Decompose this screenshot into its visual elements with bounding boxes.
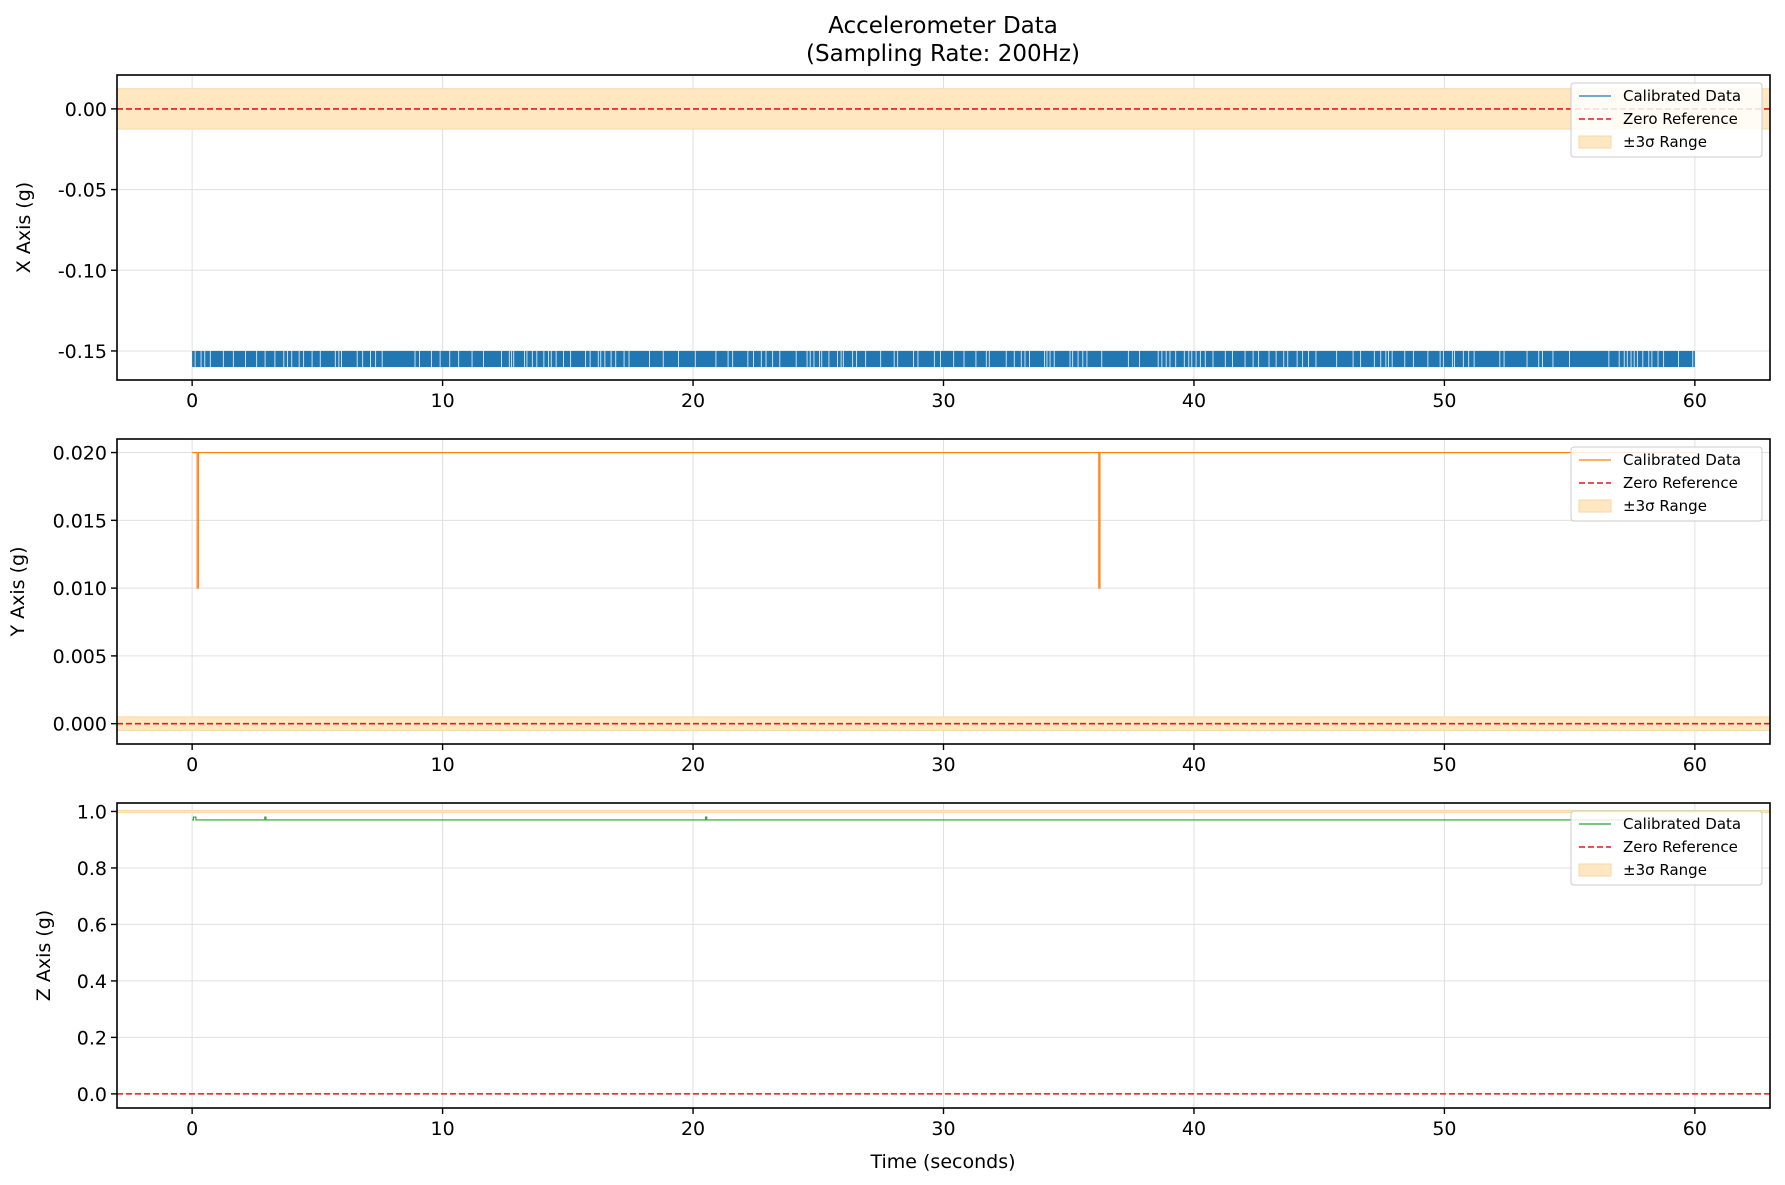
legend: Calibrated Data Zero Reference ±3σ Range [1570,810,1763,886]
y-tick-label: 0.010 [53,578,107,600]
legend-label: Zero Reference [1623,474,1738,492]
x-tick-label: 50 [1432,390,1456,412]
y-axis-panel: 0 10 20 30 40 50 60 0.000 0.005 0.010 0.015 0.020 Y … [7,438,1771,776]
legend: Calibrated Data Zero Reference ±3σ Range [1570,446,1763,522]
legend-band-swatch [1578,863,1612,877]
legend: Calibrated Data Zero Reference ±3σ Range [1570,82,1763,158]
calibrated-data-series [192,816,1695,821]
x-tick-label: 0 [186,754,198,776]
y-tick-label: 0.015 [53,510,107,532]
chart-title: Accelerometer Data [828,13,1058,39]
x-tick-label: 20 [681,754,705,776]
y-tick-label: 0.005 [53,646,107,668]
z-axis-panel: 0 10 20 30 40 50 60 0.0 0.2 0.4 0.6 0.8 1.0 Z Axis (g… [33,801,1771,1140]
x-tick-label: 0 [186,390,198,412]
legend-box [1570,810,1763,886]
y-tick-label: 0.0 [77,1084,107,1106]
legend-box [1570,82,1763,158]
calibrated-data-series [192,350,1695,368]
x-tick-label: 40 [1182,390,1206,412]
legend-label: Calibrated Data [1623,451,1741,469]
legend-label: ±3σ Range [1623,861,1707,879]
y-axis-label: Z Axis (g) [33,910,55,1001]
chart-subtitle: (Sampling Rate: 200Hz) [806,41,1080,67]
x-tick-label: 10 [430,1118,454,1140]
x-tick-label: 60 [1683,390,1707,412]
x-tick-label: 60 [1683,1118,1707,1140]
sigma-range-band [117,809,1770,813]
legend-label: Zero Reference [1623,110,1738,128]
legend-label: ±3σ Range [1623,133,1707,151]
plot-area [117,452,1770,731]
y-tick-label: 0.2 [77,1027,107,1049]
legend-label: Calibrated Data [1623,815,1741,833]
x-tick-label: 50 [1432,754,1456,776]
y-tick-label: 1.0 [77,801,107,823]
sigma-range-band [117,716,1770,731]
y-axis-label: Y Axis (g) [7,547,29,638]
x-tick-label: 40 [1182,1118,1206,1140]
legend-label: ±3σ Range [1623,497,1707,515]
y-tick-label: -0.05 [58,180,107,202]
x-tick-label: 10 [430,754,454,776]
y-tick-label: 0.000 [53,714,107,736]
legend-band-swatch [1578,135,1612,149]
legend-band-swatch [1578,499,1612,513]
x-axis-panel: 0 10 20 30 40 50 60 0.00 -0.05 -0.10 -0.15 X Axis (… [13,74,1771,412]
plot-area [117,88,1770,368]
x-tick-label: 0 [186,1118,198,1140]
y-tick-label: -0.10 [58,260,107,282]
y-tick-label: 0.4 [77,971,107,993]
y-tick-label: 0.6 [77,914,107,936]
x-tick-label: 30 [931,754,955,776]
calibrated-data-texture [194,350,1694,368]
x-tick-label: 20 [681,1118,705,1140]
x-tick-label: 50 [1432,1118,1456,1140]
x-tick-label: 60 [1683,754,1707,776]
y-tick-label: 0.020 [53,443,107,465]
x-tick-label: 30 [931,1118,955,1140]
legend-label: Zero Reference [1623,838,1738,856]
calibrated-data-series [192,452,1695,589]
y-tick-label: -0.15 [58,341,107,363]
y-tick-label: 0.8 [77,858,107,880]
legend-label: Calibrated Data [1623,87,1741,105]
x-tick-label: 10 [430,390,454,412]
y-tick-label: 0.00 [65,99,107,121]
x-tick-label: 30 [931,390,955,412]
x-axis-label: Time (seconds) [869,1151,1015,1173]
plot-area [117,809,1770,1095]
x-tick-label: 20 [681,390,705,412]
y-axis-label: X Axis (g) [13,182,35,273]
x-tick-label: 40 [1182,754,1206,776]
legend-box [1570,446,1763,522]
